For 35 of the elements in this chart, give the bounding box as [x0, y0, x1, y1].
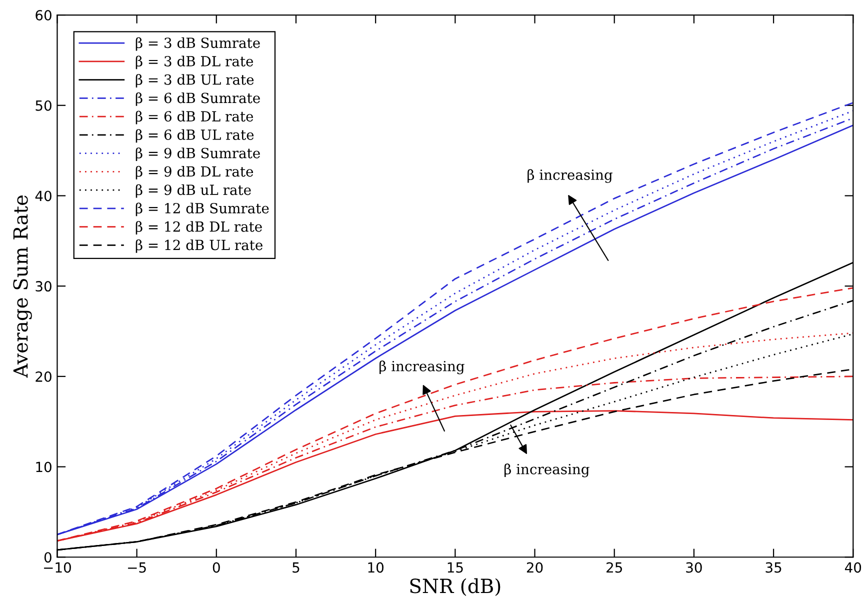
legend-label: β = 3 dB Sumrate — [136, 37, 260, 51]
annotation: β increasing — [504, 464, 590, 478]
x-tick-label: 10 — [368, 562, 384, 573]
y-axis-title: Average Sum Rate — [13, 195, 32, 378]
y-tick-label: 20 — [36, 371, 52, 382]
y-tick-label: 50 — [36, 100, 52, 111]
legend-label: β = 6 dB UL rate — [136, 129, 254, 143]
x-tick-label: 40 — [844, 562, 862, 573]
annotation: β increasing — [528, 169, 612, 183]
x-tick-label: 35 — [766, 562, 782, 573]
y-tick-label: 40 — [35, 190, 52, 202]
x-tick-label: 20 — [526, 562, 543, 573]
legend-label: β = 9 dB Sumrate — [136, 148, 260, 162]
legend-label: β = 3 dB DL rate — [136, 56, 254, 70]
x-tick-label: 30 — [686, 562, 702, 573]
legend-label: β = 12 dB Sumrate — [136, 202, 269, 216]
legend-label: β = 9 dB DL rate — [136, 166, 254, 180]
legend-label: β = 12 dB UL rate — [136, 239, 262, 253]
legend-label: β = 6 dB Sumrate — [136, 92, 260, 106]
y-tick-label: 30 — [36, 281, 52, 292]
x-tick-label: −5 — [128, 562, 146, 573]
legend-label: β = 12 dB DL rate — [136, 221, 262, 235]
y-tick-label: 60 — [36, 10, 52, 20]
x-tick-label: −10 — [44, 562, 71, 573]
legend-label: β = 6 dB DL rate — [136, 110, 254, 124]
x-tick-label: 5 — [292, 562, 300, 573]
y-tick-label: 10 — [36, 462, 52, 472]
x-tick-label: 15 — [448, 562, 463, 573]
x-tick-label: 0 — [212, 562, 220, 573]
x-axis-title: SNR (dB) — [410, 578, 500, 596]
y-tick-label: 0 — [44, 552, 52, 563]
annotation: β increasing — [380, 360, 464, 374]
x-tick-label: 25 — [606, 562, 622, 573]
legend-label: β = 3 dB UL rate — [136, 74, 254, 88]
legend-label: β = 9 dB uL rate — [136, 184, 251, 198]
